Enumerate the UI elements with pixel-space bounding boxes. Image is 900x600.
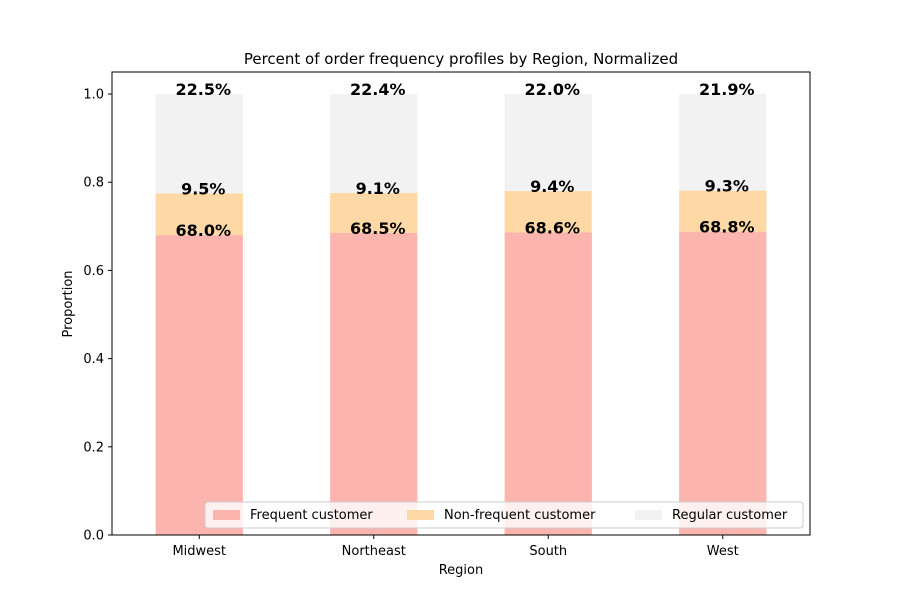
bar-midwest-series-1 [155, 193, 243, 236]
bar-west-series-2 [679, 94, 767, 191]
y-tick-label: 0.0 [83, 529, 104, 544]
bar-south-series-1 [504, 191, 592, 233]
y-tick-label: 0.8 [83, 176, 104, 191]
x-tick-label-west: West [707, 544, 739, 559]
legend-label-2: Regular customer [672, 508, 788, 523]
y-axis: 0.0 0.2 0.4 0.6 0.8 1.0 [83, 88, 112, 544]
data-label-northeast-series-2: 22.4% [350, 80, 406, 99]
y-axis-label: Proportion [61, 270, 76, 337]
legend-swatch-2 [635, 510, 662, 520]
y-tick-label: 0.2 [83, 440, 104, 455]
bar-west-series-1 [679, 190, 767, 232]
data-labels: 68.0% 9.5% 22.5% 68.5% 9.1% 22.4% 68.6% 9.4% 22.… [175, 80, 754, 240]
x-axis: Midwest Northeast South West [172, 535, 739, 559]
y-tick-label: 0.6 [83, 264, 104, 279]
bar-west-series-0 [679, 231, 767, 535]
bar-northeast-series-2 [330, 94, 418, 193]
data-label-west-series-0: 68.8% [699, 218, 755, 237]
bar-south-series-0 [504, 232, 592, 536]
legend-swatch-0 [213, 510, 240, 520]
data-label-south-series-1: 9.4% [530, 177, 574, 196]
bar-northeast-series-0 [330, 232, 418, 535]
x-axis-label: Region [439, 563, 484, 578]
legend-label-0: Frequent customer [250, 508, 373, 523]
bar-midwest-series-0 [155, 235, 243, 535]
bar-south-series-2 [504, 94, 592, 192]
data-label-midwest-series-0: 68.0% [175, 221, 231, 240]
data-label-northeast-series-1: 9.1% [356, 179, 400, 198]
data-label-south-series-2: 22.0% [524, 80, 580, 99]
chart-title: Percent of order frequency profiles by R… [244, 50, 678, 68]
data-label-west-series-1: 9.3% [705, 177, 749, 196]
legend: Frequent customer Non-frequent customer Re… [204, 501, 804, 529]
x-tick-label-midwest: Midwest [172, 544, 226, 559]
legend-swatch-1 [407, 510, 434, 520]
legend-box [204, 501, 804, 529]
data-label-midwest-series-1: 9.5% [181, 179, 225, 198]
x-tick-label-northeast: Northeast [342, 544, 406, 559]
legend-label-1: Non-frequent customer [444, 508, 596, 523]
y-tick-label: 0.4 [83, 352, 104, 367]
data-label-west-series-2: 21.9% [699, 80, 755, 99]
y-tick-label: 1.0 [83, 88, 104, 103]
bar-midwest-series-2 [155, 94, 243, 194]
data-label-midwest-series-2: 22.5% [175, 80, 231, 99]
x-tick-label-south: South [529, 544, 567, 559]
data-label-northeast-series-0: 68.5% [350, 219, 406, 238]
data-label-south-series-0: 68.6% [524, 219, 580, 238]
axes-frame [111, 71, 811, 536]
bar-northeast-series-1 [330, 192, 418, 233]
plot-area [155, 94, 767, 536]
